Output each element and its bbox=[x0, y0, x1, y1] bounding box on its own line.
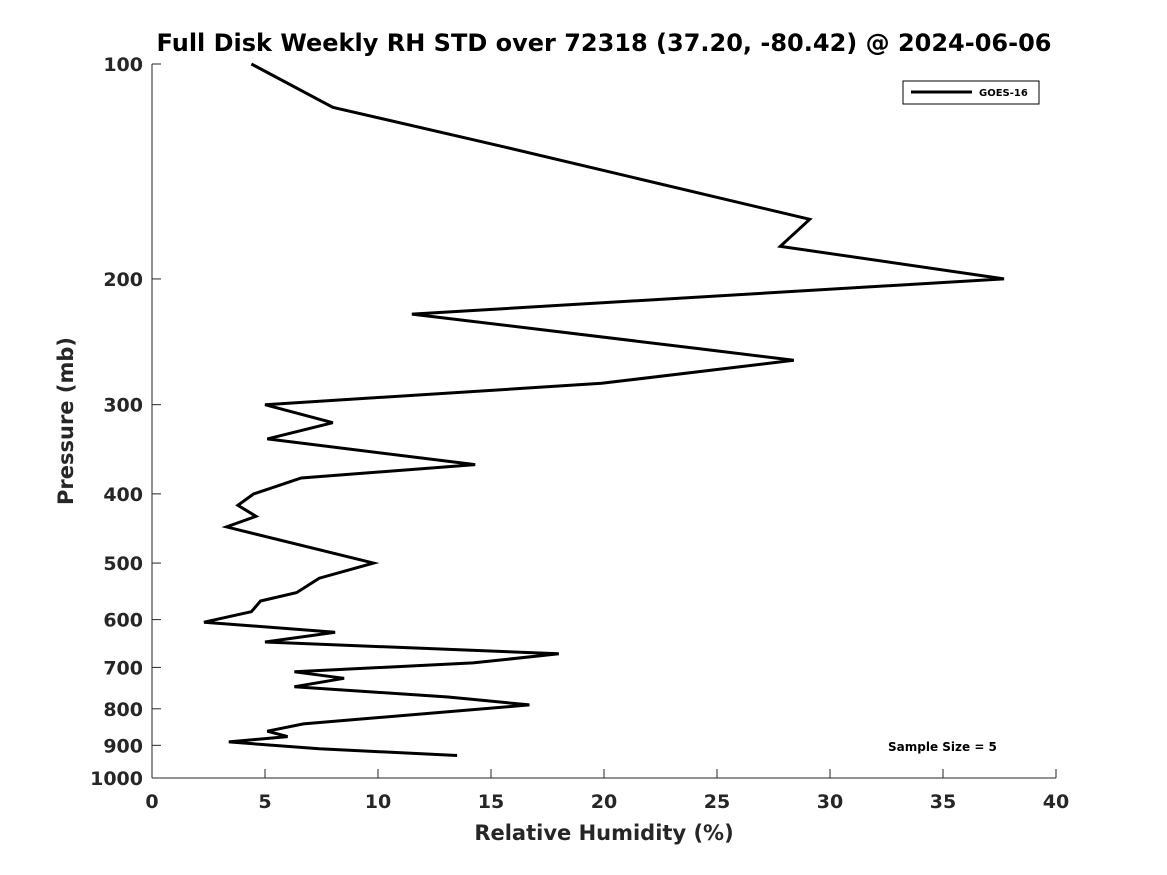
y-axis-label: Pressure (mb) bbox=[54, 337, 78, 505]
x-tick-label: 30 bbox=[817, 791, 843, 813]
series-line-goes-16 bbox=[203, 62, 1005, 757]
y-tick-label: 500 bbox=[103, 553, 143, 575]
y-tick-label: 600 bbox=[103, 610, 143, 632]
legend-entry-goes-16: GOES-16 bbox=[979, 88, 1028, 99]
x-tick-label: 35 bbox=[930, 791, 956, 813]
legend: GOES-16 bbox=[902, 80, 1040, 105]
x-tick-label: 5 bbox=[258, 791, 271, 813]
chart-title: Full Disk Weekly RH STD over 72318 (37.2… bbox=[157, 29, 1052, 57]
x-axis: 0 5 10 15 20 25 30 35 40 bbox=[145, 769, 1069, 813]
y-tick-label: 200 bbox=[103, 269, 143, 291]
y-axis: 100 200 300 400 500 600 700 800 900 1000 bbox=[90, 54, 161, 790]
x-axis-label: Relative Humidity (%) bbox=[474, 821, 733, 845]
y-tick-label: 300 bbox=[103, 395, 143, 417]
x-tick-label: 0 bbox=[145, 791, 158, 813]
y-tick-label: 400 bbox=[103, 484, 143, 506]
x-tick-label: 25 bbox=[704, 791, 730, 813]
x-tick-label: 15 bbox=[478, 791, 504, 813]
y-tick-label: 1000 bbox=[90, 768, 143, 790]
y-tick-label: 100 bbox=[103, 54, 143, 76]
x-tick-label: 40 bbox=[1043, 791, 1069, 813]
series-layer bbox=[203, 62, 1005, 757]
y-tick-label: 900 bbox=[103, 735, 143, 757]
y-tick-label: 700 bbox=[103, 657, 143, 679]
x-tick-label: 10 bbox=[365, 791, 391, 813]
x-tick-label: 20 bbox=[591, 791, 617, 813]
y-tick-label: 800 bbox=[103, 699, 143, 721]
sample-size-annotation: Sample Size = 5 bbox=[888, 740, 997, 754]
